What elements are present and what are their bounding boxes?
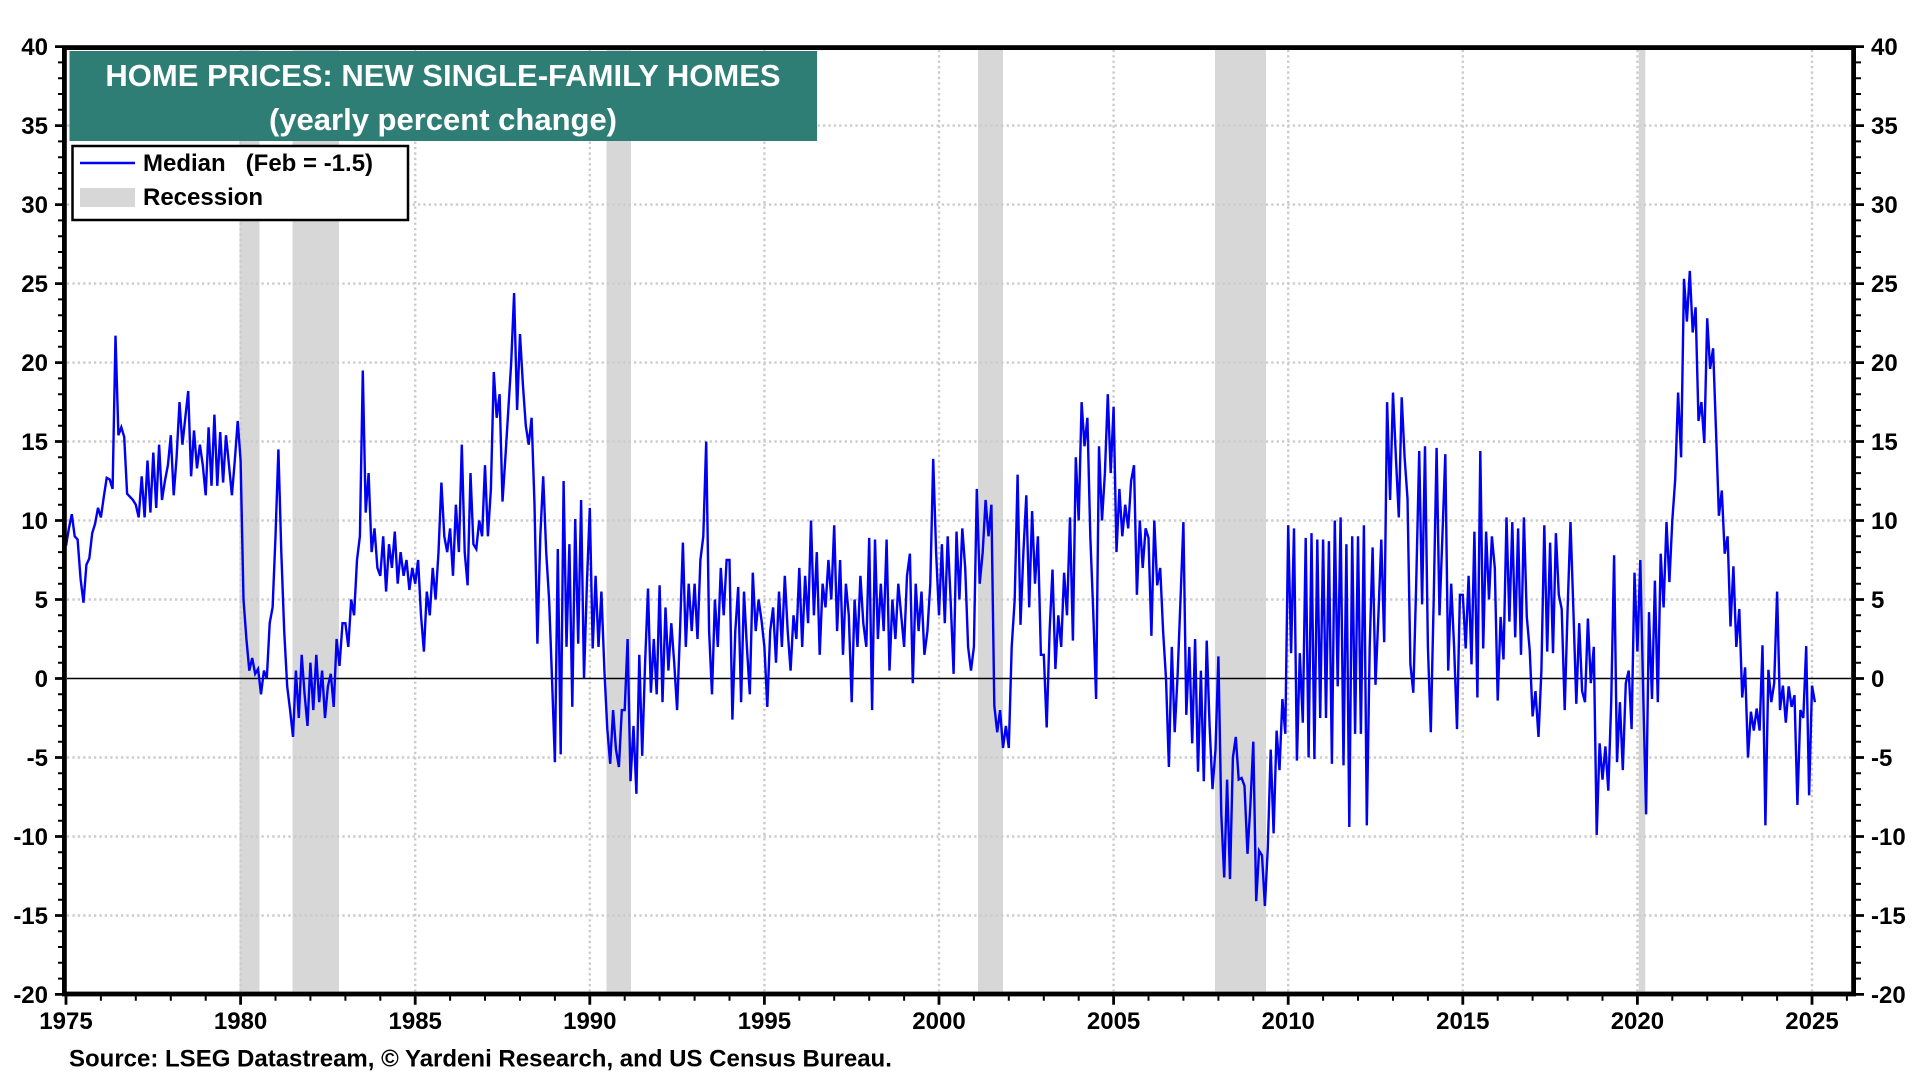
svg-text:2010: 2010 xyxy=(1262,1008,1315,1035)
svg-text:2005: 2005 xyxy=(1087,1008,1140,1035)
svg-text:-20: -20 xyxy=(1871,982,1906,1009)
svg-text:35: 35 xyxy=(21,113,48,140)
svg-text:10: 10 xyxy=(21,508,48,535)
svg-text:25: 25 xyxy=(1871,271,1898,298)
svg-text:1990: 1990 xyxy=(563,1008,616,1035)
svg-text:40: 40 xyxy=(21,34,48,61)
svg-text:-15: -15 xyxy=(1871,903,1906,930)
svg-text:1980: 1980 xyxy=(214,1008,267,1035)
svg-text:2000: 2000 xyxy=(912,1008,965,1035)
svg-text:40: 40 xyxy=(1871,34,1898,61)
svg-text:25: 25 xyxy=(21,271,48,298)
svg-text:Recession: Recession xyxy=(143,184,263,211)
svg-text:15: 15 xyxy=(1871,429,1898,456)
svg-text:5: 5 xyxy=(35,587,48,614)
svg-text:35: 35 xyxy=(1871,113,1898,140)
svg-text:2015: 2015 xyxy=(1436,1008,1489,1035)
svg-text:20: 20 xyxy=(21,350,48,377)
svg-text:0: 0 xyxy=(1871,666,1884,693)
svg-text:-10: -10 xyxy=(1871,824,1906,851)
svg-text:HOME PRICES: NEW SINGLE-FAMILY: HOME PRICES: NEW SINGLE-FAMILY HOMES xyxy=(105,58,780,93)
svg-text:1985: 1985 xyxy=(389,1008,442,1035)
svg-text:10: 10 xyxy=(1871,508,1898,535)
svg-text:-5: -5 xyxy=(27,745,48,772)
svg-text:-10: -10 xyxy=(13,824,48,851)
svg-text:30: 30 xyxy=(21,192,48,219)
svg-text:(yearly percent change): (yearly percent change) xyxy=(269,102,617,137)
svg-text:15: 15 xyxy=(21,429,48,456)
svg-text:Median (Feb = -1.5): Median (Feb = -1.5) xyxy=(143,150,373,177)
svg-text:1995: 1995 xyxy=(738,1008,791,1035)
svg-text:0: 0 xyxy=(35,666,48,693)
svg-text:Source: LSEG Datastream, © Yar: Source: LSEG Datastream, © Yardeni Resea… xyxy=(69,1046,892,1073)
svg-text:1975: 1975 xyxy=(39,1008,92,1035)
svg-text:2025: 2025 xyxy=(1785,1008,1838,1035)
svg-text:-5: -5 xyxy=(1871,745,1892,772)
svg-text:5: 5 xyxy=(1871,587,1884,614)
svg-text:30: 30 xyxy=(1871,192,1898,219)
svg-text:-15: -15 xyxy=(13,903,48,930)
svg-text:-20: -20 xyxy=(13,982,48,1009)
svg-text:2020: 2020 xyxy=(1611,1008,1664,1035)
svg-text:20: 20 xyxy=(1871,350,1898,377)
